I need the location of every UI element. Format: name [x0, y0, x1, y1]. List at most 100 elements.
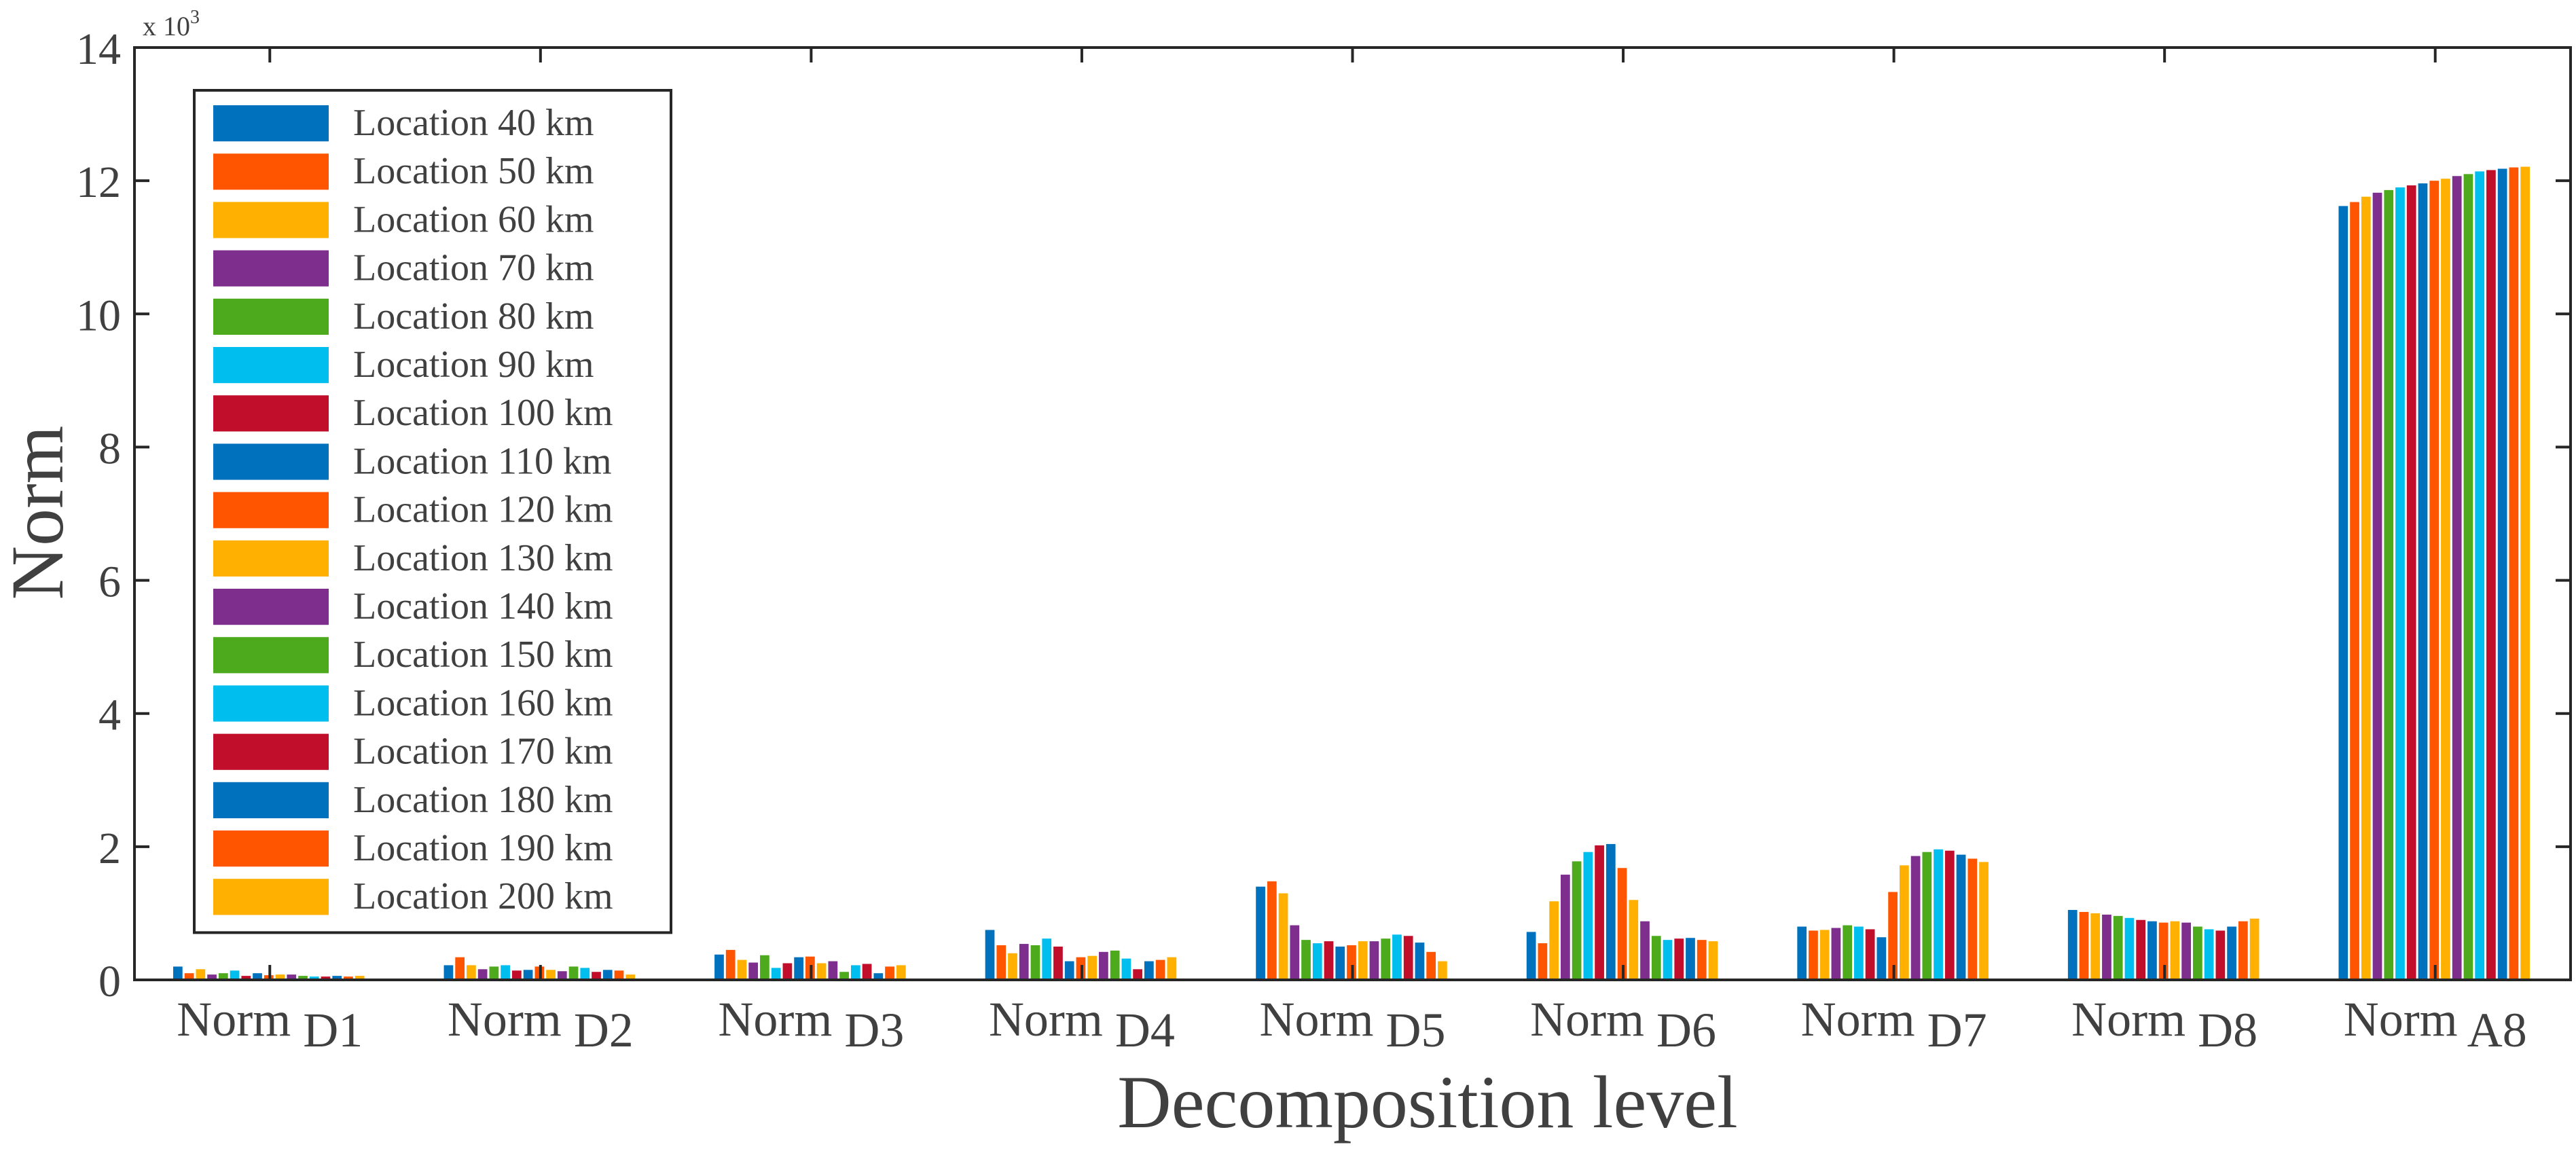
legend-label-12: Location 150 km	[353, 634, 613, 676]
bar-d1-series-6	[230, 970, 240, 980]
bar-d5-series-15	[1415, 943, 1425, 980]
legend-swatch-17	[213, 879, 329, 915]
bar-a8-series-2	[2350, 202, 2359, 980]
bar-d3-series-6	[771, 968, 781, 980]
bar-d4-series-17	[1167, 957, 1177, 980]
bar-d3-series-10	[816, 963, 827, 980]
x-tick-label-d7: Norm D7	[1801, 992, 1987, 1057]
legend-label-3: Location 60 km	[353, 198, 594, 240]
x-tick-label-d2: Norm D2	[448, 992, 634, 1057]
bar-d2-series-10	[546, 970, 556, 980]
legend-label-17: Location 200 km	[353, 875, 613, 917]
bar-d2-series-2	[455, 957, 465, 980]
bar-d7-series-9	[1888, 892, 1898, 980]
bar-d1-series-12	[298, 976, 308, 980]
bar-a8-series-17	[2520, 166, 2530, 980]
bar-d4-series-4	[1019, 944, 1029, 980]
bar-d4-series-6	[1042, 938, 1052, 980]
legend-swatch-12	[213, 637, 329, 674]
bar-d5-series-13	[1392, 934, 1402, 980]
bar-d2-series-8	[523, 970, 533, 980]
bar-d8-series-13	[2204, 929, 2214, 980]
x-tick-label-d1: Norm D1	[177, 992, 363, 1057]
bar-d4-series-12	[1110, 950, 1120, 980]
bar-d6-series-16	[1697, 940, 1707, 980]
bar-a8-series-12	[2463, 174, 2473, 981]
bar-d7-series-4	[1831, 928, 1841, 980]
legend-label-6: Location 90 km	[353, 344, 594, 386]
bar-d1-series-15	[332, 976, 342, 980]
legend-swatch-9	[213, 492, 329, 528]
bar-d3-series-11	[828, 961, 838, 980]
bar-d5-series-17	[1438, 961, 1447, 980]
bar-d6-series-12	[1651, 936, 1661, 980]
bar-d2-series-17	[625, 974, 636, 980]
bar-d7-series-10	[1899, 865, 1909, 980]
bar-d4-series-2	[996, 945, 1006, 980]
bar-d3-series-15	[873, 973, 884, 980]
bar-d2-series-13	[580, 968, 590, 980]
legend-swatch-4	[213, 250, 329, 287]
bar-d6-series-2	[1538, 943, 1548, 980]
bar-d4-series-13	[1121, 958, 1131, 980]
bar-d2-series-12	[568, 966, 579, 980]
legend-swatch-8	[213, 443, 329, 480]
y-tick-label-0: 0	[98, 957, 121, 1006]
bar-d8-series-16	[2238, 921, 2248, 980]
bar-d7-series-5	[1843, 925, 1853, 980]
y-scale-label: x 103	[143, 7, 200, 41]
bar-d8-series-15	[2227, 926, 2236, 980]
bar-d2-series-4	[477, 969, 488, 980]
legend-swatch-16	[213, 830, 329, 867]
bar-d6-series-1	[1526, 932, 1536, 980]
bar-d8-series-7	[2136, 919, 2146, 980]
legend-swatch-2	[213, 153, 329, 190]
bar-a8-series-10	[2441, 179, 2450, 981]
bar-d8-series-4	[2102, 914, 2111, 980]
bar-d6-series-17	[1708, 941, 1718, 980]
bar-d3-series-1	[714, 954, 724, 980]
bar-d8-series-2	[2079, 911, 2089, 980]
bar-d1-series-13	[309, 976, 319, 980]
y-tick-label-10: 10	[76, 291, 121, 340]
legend-swatch-1	[213, 105, 329, 142]
bar-d4-series-1	[985, 930, 995, 980]
y-tick-label-12: 12	[76, 158, 121, 207]
legend-swatch-6	[213, 347, 329, 384]
legend-swatch-3	[213, 202, 329, 238]
bar-d6-series-10	[1629, 900, 1639, 980]
bar-d3-series-17	[896, 965, 906, 980]
bar-d1-series-10	[275, 974, 285, 980]
legend: Location 40 km Location 50 km Location 60 …	[193, 89, 672, 934]
x-axis-title: Decomposition level	[1117, 1061, 1737, 1144]
bar-d8-series-17	[2249, 918, 2260, 980]
bar-d7-series-7	[1865, 929, 1875, 980]
bar-d6-series-11	[1640, 921, 1650, 980]
bar-d4-series-15	[1144, 961, 1154, 980]
bar-d5-series-16	[1426, 951, 1436, 980]
bar-d6-series-9	[1617, 868, 1627, 980]
y-tick-label-14: 14	[76, 24, 121, 74]
bar-d3-series-4	[748, 962, 759, 980]
x-tick-label-d8: Norm D8	[2071, 992, 2257, 1057]
bar-d5-series-1	[1256, 886, 1265, 980]
bar-d8-series-8	[2147, 921, 2157, 980]
bar-d1-series-5	[218, 973, 228, 980]
bar-d6-series-7	[1595, 845, 1604, 980]
y-tick-label-4: 4	[98, 691, 121, 740]
bar-a8-series-6	[2395, 187, 2405, 981]
legend-swatch-13	[213, 685, 329, 722]
bar-d5-series-3	[1278, 893, 1288, 980]
bar-d3-series-13	[850, 965, 860, 980]
legend-label-1: Location 40 km	[353, 102, 594, 144]
legend-swatch-11	[213, 589, 329, 625]
bar-d3-series-14	[862, 964, 872, 980]
bar-group	[173, 166, 2530, 981]
bar-d7-series-1	[1797, 926, 1807, 980]
x-tick-label-d5: Norm D5	[1260, 992, 1446, 1057]
bar-d2-series-14	[592, 972, 601, 980]
bar-d7-series-2	[1809, 930, 1818, 980]
bar-d2-series-7	[511, 970, 522, 980]
legend-label-15: Location 180 km	[353, 779, 613, 821]
